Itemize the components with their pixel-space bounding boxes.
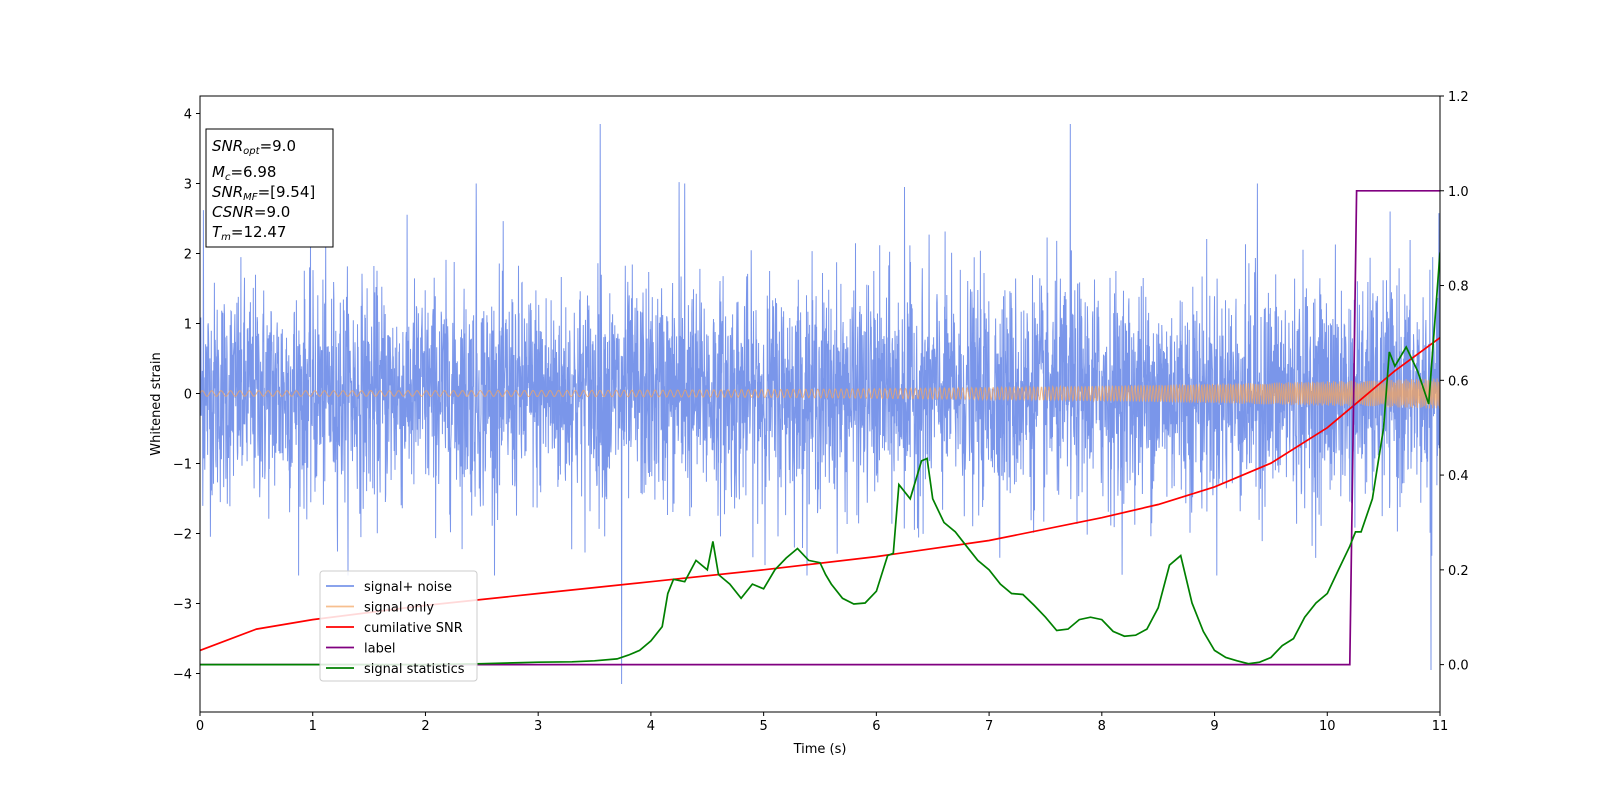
y-tick-label: −4 [173,668,192,683]
y-tick-label: −3 [173,598,192,613]
annotation-line: SNRMF=[9.54] [212,183,315,203]
y2-tick-label: 1.2 [1448,90,1469,105]
y2-tick-label: 0.8 [1448,280,1469,295]
x-tick-label: 11 [1432,719,1449,734]
x-tick-label: 3 [534,719,542,734]
y-tick-label: 4 [184,108,192,123]
annotation-line: CSNR=9.0 [212,203,290,221]
x-tick-label: 7 [985,719,993,734]
y-tick-label: −1 [173,458,192,473]
annotation-line: Tm=12.47 [212,223,286,243]
legend-label: signal only [364,601,434,616]
x-tick-label: 4 [647,719,655,734]
series-signal-noise [200,123,1440,685]
x-tick-label: 2 [421,719,429,734]
x-tick-label: 6 [872,719,880,734]
legend-label: cumilative SNR [364,621,463,636]
x-tick-label: 0 [196,719,204,734]
legend-label: label [364,642,395,657]
y2-tick-label: 0.0 [1448,659,1469,674]
legend-label: signal+ noise [364,580,452,595]
legend-label: signal statistics [364,662,465,677]
y2-tick-label: 0.4 [1448,469,1469,484]
series-signal-only [200,378,1440,409]
x-tick-label: 8 [1098,719,1106,734]
y-tick-label: −2 [173,528,192,543]
y-tick-label: 2 [184,248,192,263]
series-signal-statistics [200,252,1440,666]
legend: signal+ noise signal only cumilative SNR la… [319,570,478,682]
annotation-line: SNRopt=9.0 [212,137,296,157]
plot-frame [199,95,1441,713]
series-label [200,189,1440,666]
x-axis-label: Time (s) [793,742,847,757]
x-tick-label: 5 [759,719,767,734]
y2-tick-label: 0.2 [1448,564,1469,579]
y-tick-label: 3 [184,178,192,193]
y-axis-label: Whitened strain [149,352,164,455]
y-tick-label: 0 [184,388,192,403]
y-tick-label: 1 [184,318,192,333]
y2-tick-label: 0.6 [1448,374,1469,389]
x-tick-label: 1 [309,719,317,734]
x-tick-label: 9 [1210,719,1218,734]
y2-tick-label: 1.0 [1448,185,1469,200]
annotation-line: Mc=6.98 [212,163,276,183]
x-tick-label: 10 [1319,719,1336,734]
